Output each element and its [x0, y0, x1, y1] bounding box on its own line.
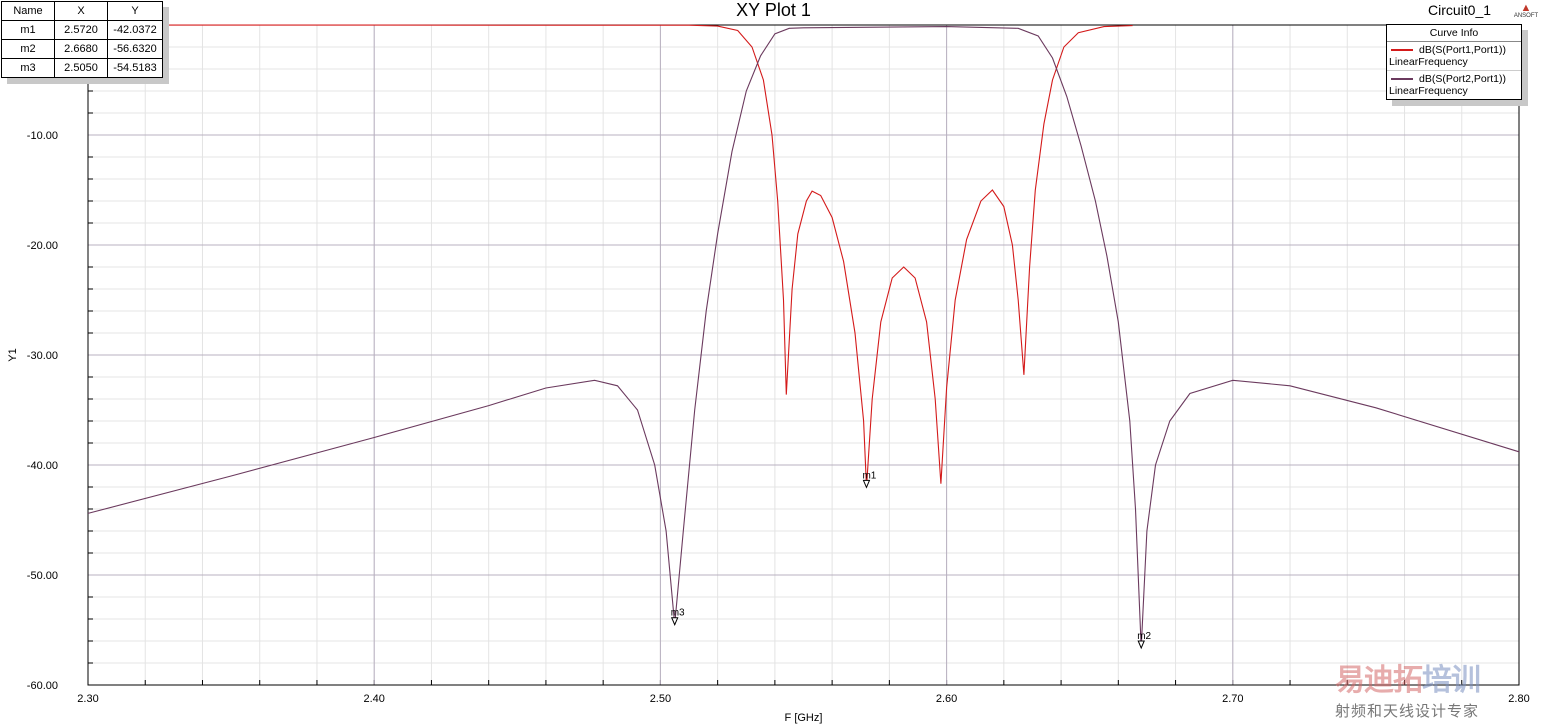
legend-curve-name: dB(S(Port1,Port1)) — [1419, 44, 1506, 56]
marker-name: m1 — [1, 20, 55, 40]
x-tick-label: 2.40 — [363, 693, 384, 705]
marker-triangle-m2 — [1137, 640, 1145, 650]
legend-curve-name: dB(S(Port2,Port1)) — [1419, 73, 1506, 85]
marker-name: m3 — [1, 58, 55, 78]
marker-label-m3: m3 — [671, 608, 685, 619]
x-axis-label: F [GHz] — [785, 712, 823, 724]
marker-x: 2.5050 — [54, 58, 108, 78]
marker-row[interactable]: m1 2.5720 -42.0372 — [1, 20, 163, 40]
marker-row[interactable]: m3 2.5050 -54.5183 — [1, 58, 163, 78]
x-tick-label: 2.70 — [1222, 693, 1243, 705]
x-tick-label: 2.50 — [650, 693, 671, 705]
y-tick-label: -60.00 — [27, 680, 58, 692]
marker-name: m2 — [1, 39, 55, 59]
marker-y: -56.6320 — [107, 39, 163, 59]
watermark-logo: 易迪拓培训 — [1335, 664, 1481, 697]
ansoft-logo: ▲ ANSOFT — [1513, 2, 1539, 20]
x-tick-label: 2.30 — [77, 693, 98, 705]
marker-table-header: Name X Y — [1, 1, 163, 21]
marker-label-m1: m1 — [862, 470, 876, 481]
legend-sweep: LinearFrequency — [1389, 56, 1468, 68]
header-y: Y — [107, 1, 163, 21]
y-axis-label: Y1 — [7, 348, 19, 361]
y-tick-label: -20.00 — [27, 240, 58, 252]
header-name: Name — [1, 1, 55, 21]
header-x: X — [54, 1, 108, 21]
y-tick-label: -10.00 — [27, 130, 58, 142]
plot-frame — [87, 24, 1520, 686]
marker-row[interactable]: m2 2.6680 -56.6320 — [1, 39, 163, 59]
y-tick-label: -50.00 — [27, 570, 58, 582]
marker-y: -54.5183 — [107, 58, 163, 78]
watermark-tagline: 射频和天线设计专家 — [1335, 702, 1480, 720]
marker-x: 2.5720 — [54, 20, 108, 40]
marker-triangle-m1 — [862, 479, 871, 489]
curve-info-legend[interactable]: Curve Info dB(S(Port1,Port1)) LinearFreq… — [1386, 24, 1522, 100]
legend-item-s21[interactable]: dB(S(Port2,Port1)) LinearFrequency — [1387, 71, 1521, 99]
legend-swatch — [1391, 49, 1413, 52]
y-tick-label: -40.00 — [27, 460, 58, 472]
legend-title: Curve Info — [1387, 25, 1521, 42]
plot-title: XY Plot 1 — [736, 0, 811, 20]
legend-sweep: LinearFrequency — [1389, 85, 1468, 97]
legend-item-s11[interactable]: dB(S(Port1,Port1)) LinearFrequency — [1387, 42, 1521, 71]
marker-y: -42.0372 — [107, 20, 163, 40]
marker-table[interactable]: Name X Y m1 2.5720 -42.0372 m2 2.6680 -56.63… — [1, 1, 163, 78]
s21-curve — [87, 26, 1520, 648]
marker-triangle-m3 — [670, 617, 679, 626]
y-tick-label: -30.00 — [27, 350, 58, 362]
x-tick-label: 2.60 — [936, 693, 957, 705]
s11-curve — [87, 24, 1133, 488]
design-name: Circuit0_1 — [1428, 2, 1492, 18]
legend-swatch — [1391, 78, 1413, 81]
x-tick-label: 2.80 — [1508, 693, 1529, 705]
marker-label-m2: m2 — [1137, 631, 1151, 642]
marker-x: 2.6680 — [54, 39, 108, 59]
